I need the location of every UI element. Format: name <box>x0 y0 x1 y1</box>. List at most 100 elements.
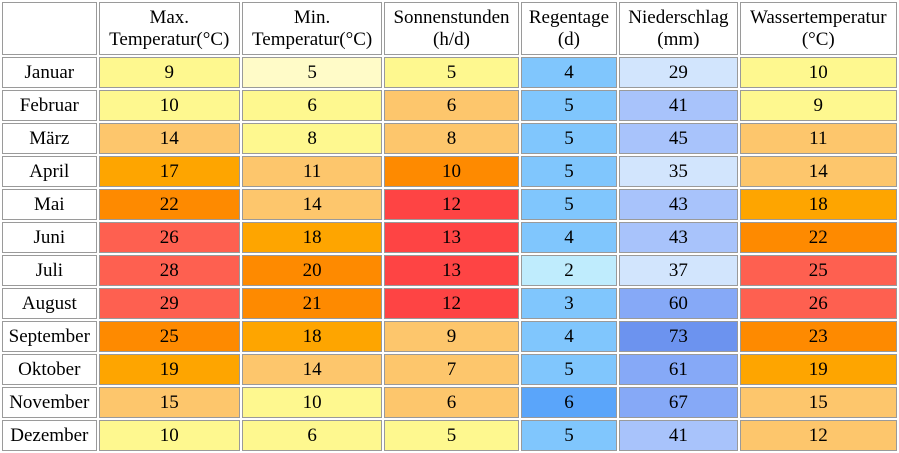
precipitation-cell: 73 <box>619 321 738 352</box>
water-temperature-cell: 25 <box>739 255 897 286</box>
month-label: Dezember <box>2 420 97 451</box>
max-temperature-cell: 15 <box>98 387 240 418</box>
month-label: Februar <box>2 90 97 121</box>
min-temperature-cell: 21 <box>241 288 383 319</box>
min-temperature-cell: 11 <box>241 156 383 187</box>
precipitation-cell: 37 <box>619 255 738 286</box>
month-label: März <box>2 123 97 154</box>
max-temperature-cell: 19 <box>98 354 240 385</box>
precipitation-cell: 35 <box>619 156 738 187</box>
header-water-temperature: Wassertemperatur (°C) <box>739 2 897 55</box>
rain-days-cell: 5 <box>520 189 618 220</box>
precipitation-cell: 41 <box>619 420 738 451</box>
sunshine-hours-cell: 13 <box>384 255 519 286</box>
header-line: Sonnenstunden <box>393 6 510 28</box>
header-line: Wassertemperatur <box>749 6 887 28</box>
max-temperature-cell: 25 <box>98 321 240 352</box>
header-precipitation: Niederschlag (mm) <box>619 2 738 55</box>
min-temperature-cell: 10 <box>241 387 383 418</box>
max-temperature-cell: 29 <box>98 288 240 319</box>
month-label: Juni <box>2 222 97 253</box>
month-label: September <box>2 321 97 352</box>
sunshine-hours-cell: 12 <box>384 189 519 220</box>
month-label: Juli <box>2 255 97 286</box>
min-temperature-cell: 14 <box>241 354 383 385</box>
rain-days-cell: 6 <box>520 387 618 418</box>
month-label: Mai <box>2 189 97 220</box>
month-label: Januar <box>2 57 97 88</box>
header-line: Regentage <box>528 6 610 28</box>
rain-days-cell: 4 <box>520 57 618 88</box>
rain-days-cell: 5 <box>520 420 618 451</box>
water-temperature-cell: 14 <box>739 156 897 187</box>
table-row: Juni 26 18 13 4 43 22 <box>2 222 897 253</box>
max-temperature-cell: 22 <box>98 189 240 220</box>
max-temperature-cell: 26 <box>98 222 240 253</box>
max-temperature-cell: 14 <box>98 123 240 154</box>
header-line: Max. <box>149 6 190 28</box>
rain-days-cell: 5 <box>520 90 618 121</box>
water-temperature-cell: 22 <box>739 222 897 253</box>
sunshine-hours-cell: 5 <box>384 420 519 451</box>
header-rain-days: Regentage (d) <box>520 2 618 55</box>
precipitation-cell: 61 <box>619 354 738 385</box>
min-temperature-cell: 14 <box>241 189 383 220</box>
header-line: Niederschlag <box>628 6 729 28</box>
header-row: Max. Temperatur(°C) Min. Temperatur(°C) … <box>2 2 897 55</box>
header-line: (d) <box>557 28 581 50</box>
max-temperature-cell: 9 <box>98 57 240 88</box>
precipitation-cell: 60 <box>619 288 738 319</box>
water-temperature-cell: 15 <box>739 387 897 418</box>
water-temperature-cell: 10 <box>739 57 897 88</box>
water-temperature-cell: 9 <box>739 90 897 121</box>
min-temperature-cell: 20 <box>241 255 383 286</box>
sunshine-hours-cell: 13 <box>384 222 519 253</box>
sunshine-hours-cell: 9 <box>384 321 519 352</box>
header-line: Temperatur(°C) <box>109 28 230 50</box>
table-row: Oktober 19 14 7 5 61 19 <box>2 354 897 385</box>
sunshine-hours-cell: 5 <box>384 57 519 88</box>
sunshine-hours-cell: 6 <box>384 90 519 121</box>
table-row: März 14 8 8 5 45 11 <box>2 123 897 154</box>
table-row: September 25 18 9 4 73 23 <box>2 321 897 352</box>
rain-days-cell: 2 <box>520 255 618 286</box>
sunshine-hours-cell: 8 <box>384 123 519 154</box>
min-temperature-cell: 6 <box>241 90 383 121</box>
table-row: Februar 10 6 6 5 41 9 <box>2 90 897 121</box>
table-row: August 29 21 12 3 60 26 <box>2 288 897 319</box>
min-temperature-cell: 6 <box>241 420 383 451</box>
header-line: Min. <box>293 6 331 28</box>
sunshine-hours-cell: 6 <box>384 387 519 418</box>
precipitation-cell: 67 <box>619 387 738 418</box>
rain-days-cell: 5 <box>520 354 618 385</box>
min-temperature-cell: 18 <box>241 321 383 352</box>
min-temperature-cell: 18 <box>241 222 383 253</box>
header-corner-cell <box>2 2 97 55</box>
header-line: (°C) <box>801 28 835 50</box>
month-label: April <box>2 156 97 187</box>
header-line: (h/d) <box>433 28 470 50</box>
header-line: Temperatur(°C) <box>251 28 373 50</box>
min-temperature-cell: 8 <box>241 123 383 154</box>
rain-days-cell: 5 <box>520 123 618 154</box>
water-temperature-cell: 11 <box>739 123 897 154</box>
month-label: August <box>2 288 97 319</box>
sunshine-hours-cell: 10 <box>384 156 519 187</box>
max-temperature-cell: 17 <box>98 156 240 187</box>
rain-days-cell: 4 <box>520 222 618 253</box>
sunshine-hours-cell: 7 <box>384 354 519 385</box>
precipitation-cell: 41 <box>619 90 738 121</box>
water-temperature-cell: 19 <box>739 354 897 385</box>
table-row: Dezember 10 6 5 5 41 12 <box>2 420 897 451</box>
water-temperature-cell: 26 <box>739 288 897 319</box>
climate-table-body: Januar 9 5 5 4 29 10 Februar 10 6 6 5 41 9 März 14 8 8 5 45… <box>2 57 897 451</box>
header-max-temperature: Max. Temperatur(°C) <box>98 2 240 55</box>
water-temperature-cell: 18 <box>739 189 897 220</box>
precipitation-cell: 43 <box>619 222 738 253</box>
min-temperature-cell: 5 <box>241 57 383 88</box>
header-sunshine-hours: Sonnenstunden (h/d) <box>384 2 519 55</box>
water-temperature-cell: 12 <box>739 420 897 451</box>
max-temperature-cell: 10 <box>98 90 240 121</box>
table-row: November 15 10 6 6 67 15 <box>2 387 897 418</box>
